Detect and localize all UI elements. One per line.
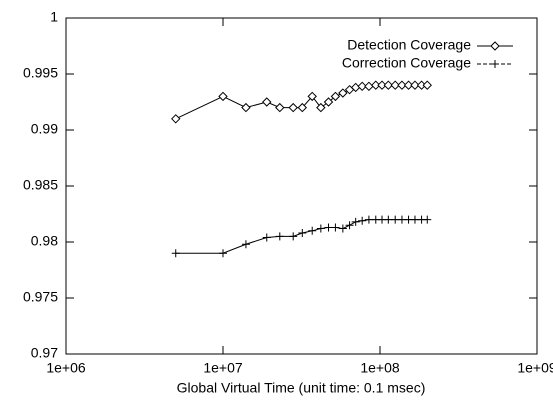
point-marker <box>298 229 307 238</box>
point-marker <box>171 114 181 124</box>
point-marker <box>316 224 325 233</box>
point-marker <box>219 249 227 258</box>
y-tick-label: 1 <box>50 9 58 25</box>
point-marker <box>297 102 308 113</box>
point-marker <box>275 102 285 113</box>
x-tick-label: 1e+07 <box>203 360 243 376</box>
point-marker <box>316 102 326 113</box>
point-marker <box>241 240 250 249</box>
point-marker <box>171 249 180 258</box>
point-marker <box>351 217 360 226</box>
point-marker <box>288 102 298 113</box>
point-marker <box>262 233 271 242</box>
y-tick-label: 0.995 <box>23 65 58 81</box>
point-marker <box>275 232 284 241</box>
y-tick-label: 0.985 <box>23 177 58 193</box>
point-marker <box>423 215 432 224</box>
x-axis-label: Global Virtual Time (unit time: 0.1 msec… <box>177 380 426 396</box>
legend-label: Detection Coverage <box>347 37 471 53</box>
point-marker <box>262 97 272 107</box>
point-marker <box>364 81 374 92</box>
point-marker <box>218 91 228 102</box>
y-tick-label: 0.99 <box>31 121 58 137</box>
point-marker <box>422 80 432 90</box>
point-marker <box>490 41 500 51</box>
point-marker <box>358 216 367 225</box>
point-marker <box>384 215 393 224</box>
point-marker <box>308 226 317 235</box>
x-tick-label: 1e+06 <box>46 360 86 376</box>
x-tick-label: 1e+09 <box>517 360 553 376</box>
point-marker <box>491 60 499 68</box>
y-tick-label: 0.97 <box>31 345 58 361</box>
point-marker <box>330 91 341 102</box>
point-marker <box>331 223 340 232</box>
series-line <box>175 84 428 120</box>
point-marker <box>324 223 333 232</box>
series-line <box>175 219 428 254</box>
point-marker <box>323 97 334 107</box>
x-tick-label: 1e+08 <box>360 360 400 376</box>
legend-label: Correction Coverage <box>342 55 471 71</box>
point-marker <box>364 215 373 224</box>
y-tick-label: 0.98 <box>31 233 58 249</box>
point-marker <box>307 91 317 102</box>
point-marker <box>338 224 347 233</box>
point-marker <box>241 102 251 113</box>
point-marker <box>289 232 298 241</box>
point-marker <box>345 221 354 230</box>
point-marker <box>338 88 348 98</box>
point-marker <box>391 215 400 224</box>
y-tick-label: 0.975 <box>23 289 58 305</box>
